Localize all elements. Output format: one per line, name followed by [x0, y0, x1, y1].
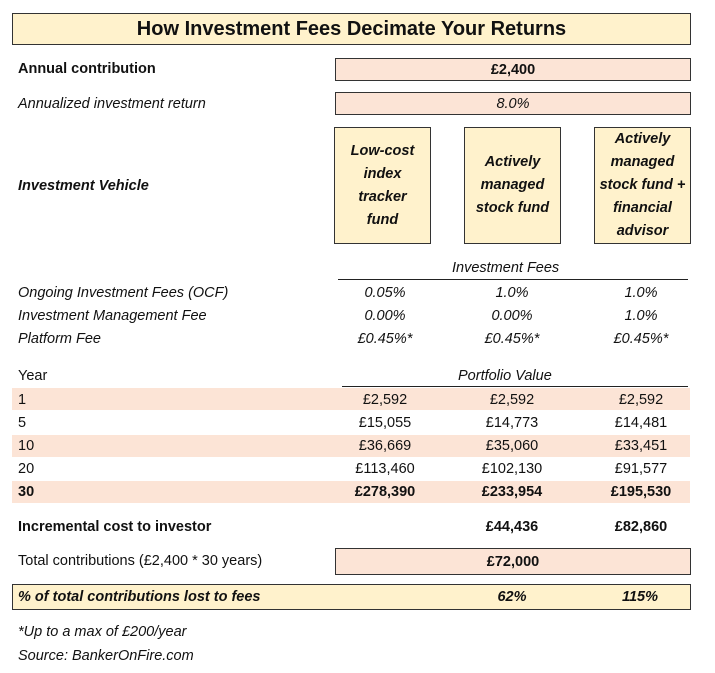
portfolio-header-underline [342, 386, 688, 387]
annual-contribution-value[interactable]: £2,400 [335, 58, 691, 81]
row-band [12, 388, 690, 410]
portfolio-value: £2,592 [362, 392, 408, 408]
portfolio-value: £14,773 [485, 415, 539, 431]
pct-lost-value: 115% [621, 589, 658, 605]
annual-contribution-label: Annual contribution [18, 61, 156, 77]
portfolio-value: £36,669 [358, 438, 412, 454]
portfolio-value: £102,130 [481, 461, 543, 477]
portfolio-value: £15,055 [358, 415, 412, 431]
fee-value: 0.00% [364, 308, 406, 324]
fee-row-label: Ongoing Investment Fees (OCF) [18, 285, 229, 301]
portfolio-value: £33,451 [614, 438, 668, 454]
fee-value: 1.0% [624, 308, 658, 324]
portfolio-value-header: Portfolio Value [458, 368, 552, 384]
incremental-cost-label: Incremental cost to investor [18, 519, 212, 535]
fee-value: £0.45%* [613, 331, 669, 347]
footnote: *Up to a max of £200/year [18, 624, 187, 640]
fee-value: 0.05% [364, 285, 406, 301]
portfolio-value: £35,060 [485, 438, 539, 454]
portfolio-value: £233,954 [481, 484, 543, 500]
total-contributions-value: £72,000 [335, 548, 691, 575]
year-cell: 30 [18, 484, 35, 500]
portfolio-value: £278,390 [354, 484, 416, 500]
annualized-return-value[interactable]: 8.0% [335, 92, 691, 115]
portfolio-value: £195,530 [610, 484, 672, 500]
total-contributions-label: Total contributions (£2,400 * 30 years) [18, 553, 263, 569]
year-header: Year [18, 368, 48, 384]
portfolio-value: £14,481 [614, 415, 668, 431]
fees-header-underline [338, 279, 688, 280]
fee-value: 1.0% [495, 285, 529, 301]
portfolio-value: £2,592 [618, 392, 664, 408]
portfolio-value: £2,592 [489, 392, 535, 408]
vehicle-index-tracker: Low-cost index tracker fund [334, 127, 431, 244]
page-title: How Investment Fees Decimate Your Return… [12, 13, 691, 45]
year-cell: 5 [18, 415, 27, 431]
vehicle-active-fund-advisor: Actively managed stock fund + financial … [594, 127, 691, 244]
investment-fees-header: Investment Fees [452, 260, 560, 276]
row-band [12, 435, 690, 457]
fee-row-label: Platform Fee [18, 331, 101, 347]
portfolio-value: £91,577 [614, 461, 668, 477]
fee-value: 0.00% [491, 308, 533, 324]
pct-lost-value: 62% [497, 589, 527, 605]
year-cell: 1 [18, 392, 27, 408]
annualized-return-label: Annualized investment return [18, 96, 206, 112]
fee-value: £0.45%* [357, 331, 413, 347]
year-cell: 10 [18, 438, 35, 454]
fee-value: £0.45%* [484, 331, 540, 347]
fee-value: 1.0% [624, 285, 658, 301]
year-cell: 20 [18, 461, 35, 477]
incremental-cost-value: £44,436 [485, 519, 539, 535]
row-band [12, 481, 690, 503]
pct-lost-row: % of total contributions lost to fees 62… [12, 584, 691, 610]
incremental-cost-value: £82,860 [614, 519, 668, 535]
vehicle-active-fund: Actively managed stock fund [464, 127, 561, 244]
pct-lost-label: % of total contributions lost to fees [18, 589, 261, 605]
source-note: Source: BankerOnFire.com [18, 648, 194, 664]
fee-row-label: Investment Management Fee [18, 308, 207, 324]
portfolio-value: £113,460 [355, 461, 415, 477]
investment-vehicle-label: Investment Vehicle [18, 178, 149, 194]
